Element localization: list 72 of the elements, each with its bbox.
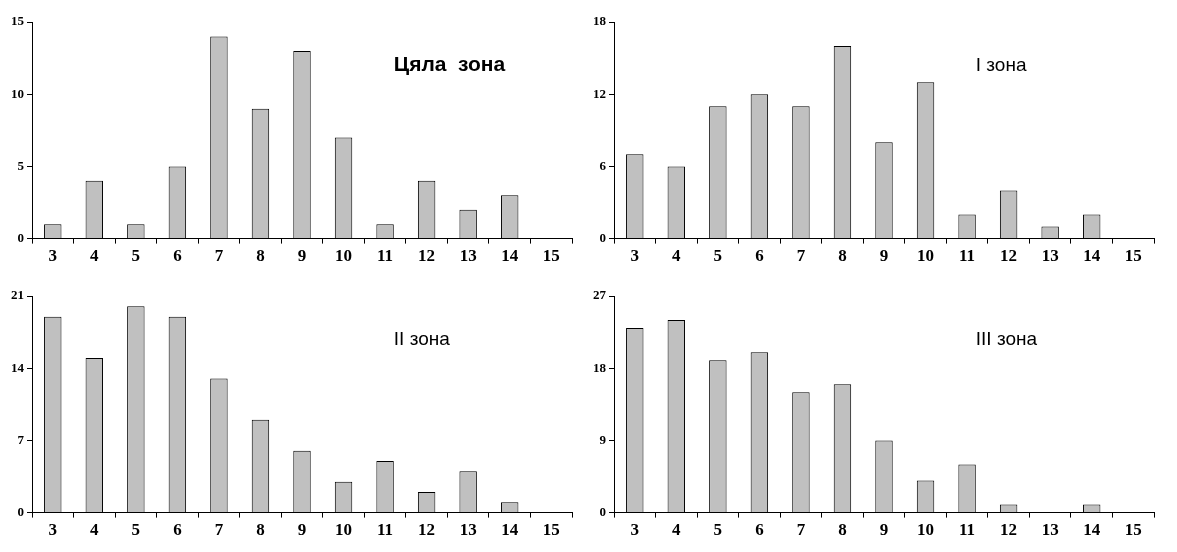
x-tick-label: 3: [630, 246, 640, 266]
x-tick-label: 14: [1083, 520, 1101, 540]
x-tick-label: 10: [917, 520, 935, 540]
x-tick-label: 15: [542, 520, 560, 540]
x-tick-label: 14: [501, 246, 519, 266]
x-tick-label: 13: [459, 246, 477, 266]
x-tick-label: 10: [335, 520, 353, 540]
x-tick-label: 4: [672, 246, 682, 266]
x-tick-label: 5: [713, 520, 723, 540]
x-tick-label: 6: [755, 520, 764, 540]
y-tick-label: 0: [599, 503, 606, 519]
x-tick-label: 9: [297, 520, 307, 540]
x-tick-label: 3: [48, 520, 58, 540]
y-tick-label: 12: [593, 85, 606, 101]
x-tick-label: 4: [90, 520, 100, 540]
x-tick-label: 5: [131, 520, 141, 540]
x-tick-label: 10: [335, 246, 353, 266]
x-tick-label: 4: [90, 246, 100, 266]
x-tick-label: 15: [542, 246, 560, 266]
x-tick-label: 15: [1124, 246, 1142, 266]
y-tick-label: 0: [17, 503, 24, 519]
x-tick-label: 9: [879, 246, 889, 266]
text: I зона: [975, 53, 1027, 75]
x-tick-label: 8: [256, 246, 265, 266]
y-tick-label: 0: [17, 229, 24, 245]
x-tick-label: 6: [173, 246, 182, 266]
y-tick-label: 7: [17, 431, 25, 447]
x-tick-label: 7: [796, 246, 806, 266]
x-tick-label: 6: [173, 520, 182, 540]
x-tick-label: 11: [377, 520, 394, 540]
x-tick-label: 9: [297, 246, 307, 266]
x-tick-label: 12: [1000, 520, 1018, 540]
y-tick-label: 21: [11, 287, 24, 303]
text: III зона: [975, 327, 1038, 349]
x-tick-label: 8: [838, 246, 847, 266]
x-tick-label: 8: [838, 520, 847, 540]
x-tick-label: 13: [1041, 520, 1059, 540]
y-tick-label: 15: [11, 13, 25, 29]
x-tick-label: 7: [796, 520, 806, 540]
x-tick-label: 11: [959, 520, 976, 540]
x-tick-label: 13: [1041, 246, 1059, 266]
x-tick-label: 13: [459, 520, 477, 540]
x-tick-label: 14: [1083, 246, 1101, 266]
y-tick-label: 18: [593, 13, 607, 29]
x-tick-label: 12: [1000, 246, 1018, 266]
x-tick-label: 15: [1124, 520, 1142, 540]
text: Цяла зона: [393, 52, 506, 76]
y-tick-label: 18: [593, 359, 607, 375]
y-tick-label: 5: [17, 157, 25, 173]
x-tick-label: 11: [959, 246, 976, 266]
x-tick-label: 14: [501, 520, 519, 540]
x-tick-label: 10: [917, 246, 935, 266]
x-tick-label: 5: [713, 246, 723, 266]
x-tick-label: 11: [377, 246, 394, 266]
x-tick-label: 4: [672, 520, 682, 540]
x-tick-label: 6: [755, 246, 764, 266]
x-tick-label: 12: [418, 520, 436, 540]
x-tick-label: 7: [214, 246, 224, 266]
y-tick-label: 9: [599, 431, 607, 447]
y-tick-label: 6: [599, 157, 607, 173]
x-tick-label: 7: [214, 520, 224, 540]
x-tick-label: 3: [48, 246, 58, 266]
y-tick-label: 27: [593, 287, 607, 303]
x-tick-label: 9: [879, 520, 889, 540]
x-tick-label: 8: [256, 520, 265, 540]
text: II зона: [393, 327, 451, 349]
x-tick-label: 5: [131, 246, 141, 266]
x-tick-label: 12: [418, 246, 436, 266]
y-tick-label: 10: [11, 85, 24, 101]
x-tick-label: 3: [630, 520, 640, 540]
y-tick-label: 0: [599, 229, 606, 245]
y-tick-label: 14: [11, 359, 25, 375]
